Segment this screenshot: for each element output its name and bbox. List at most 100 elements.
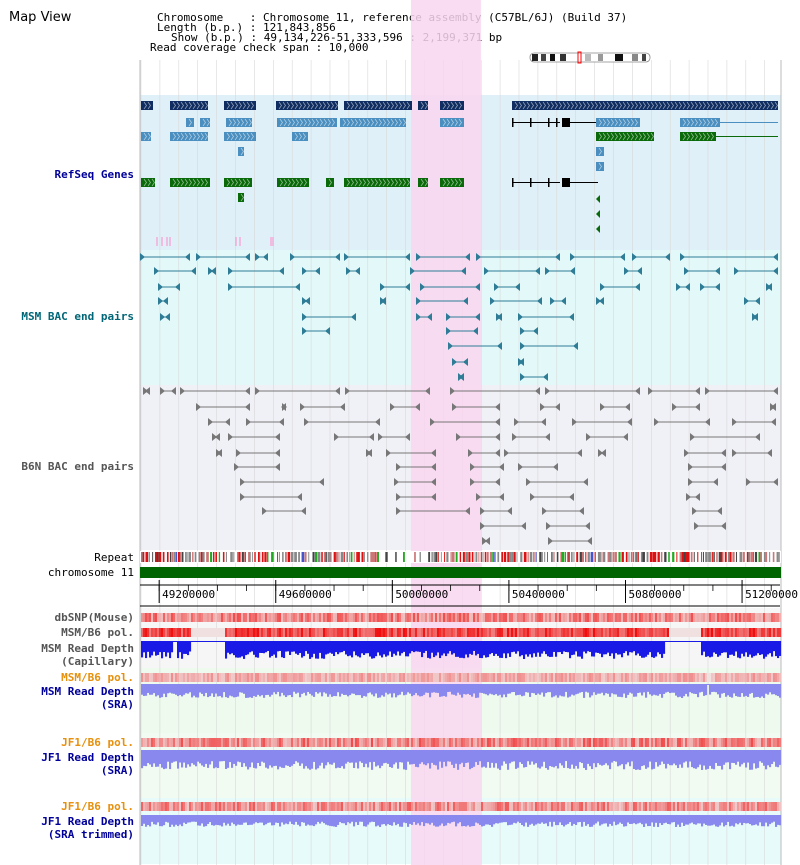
gene-exon[interactable] bbox=[224, 178, 252, 187]
gene-exon[interactable] bbox=[596, 147, 604, 156]
track-features[interactable] bbox=[140, 101, 782, 827]
gene-exon[interactable] bbox=[277, 118, 337, 127]
gene-exon[interactable] bbox=[596, 118, 640, 127]
msm-pol-cell bbox=[489, 628, 492, 637]
track-label-jf1-pol-2[interactable]: JF1/B6 pol. bbox=[61, 800, 134, 813]
strand-arrow bbox=[310, 101, 314, 110]
chromosome-ideogram[interactable] bbox=[529, 51, 651, 64]
gene-exon[interactable] bbox=[340, 118, 406, 127]
msm-pol-sra-cell bbox=[631, 673, 634, 682]
gene-exon[interactable] bbox=[226, 118, 252, 127]
jf1-pol-2-cell bbox=[253, 802, 256, 811]
gene-exon[interactable] bbox=[141, 132, 151, 141]
msm-bac-pair-end bbox=[753, 313, 758, 321]
gene-exon[interactable] bbox=[596, 162, 604, 171]
gene-exon[interactable] bbox=[512, 101, 778, 110]
gene-exon[interactable] bbox=[277, 178, 309, 187]
gene-exon[interactable] bbox=[440, 178, 464, 187]
gene-exon[interactable] bbox=[596, 195, 600, 203]
track-label-b6n-bac[interactable]: B6N BAC end pairs bbox=[21, 460, 134, 473]
gene-exon[interactable] bbox=[141, 178, 155, 187]
gene-exon[interactable] bbox=[548, 118, 550, 127]
track-label-chromosome[interactable]: chromosome 11 bbox=[47, 566, 134, 579]
gene-exon[interactable] bbox=[326, 178, 334, 187]
jf1-pol-cell bbox=[541, 738, 544, 747]
gene-exon[interactable] bbox=[170, 101, 208, 110]
track-label-msm-depth-sra[interactable]: MSM Read Depth bbox=[41, 685, 134, 698]
gene-exon[interactable] bbox=[562, 118, 570, 127]
track-label-jf1-pol-1[interactable]: JF1/B6 pol. bbox=[61, 736, 134, 749]
gene-exon[interactable] bbox=[530, 118, 532, 127]
track-label-refseq[interactable]: RefSeq Genes bbox=[54, 168, 134, 181]
gene-exon[interactable] bbox=[418, 178, 428, 187]
track-label-dbsnp[interactable]: dbSNP(Mouse) bbox=[54, 611, 134, 624]
gene-exon[interactable] bbox=[680, 132, 716, 141]
jf1-pol-cell bbox=[533, 738, 536, 747]
gene-exon[interactable] bbox=[186, 118, 194, 127]
msm-pol-sra-cell bbox=[587, 673, 590, 682]
jf1-depth-bar bbox=[359, 750, 362, 762]
jf1-pol-2-cell bbox=[767, 802, 770, 811]
gene-exon[interactable] bbox=[170, 178, 210, 187]
track-label-msm-pol-1[interactable]: MSM/B6 pol. bbox=[61, 626, 134, 639]
gene-exon[interactable] bbox=[680, 118, 720, 127]
track-label-repeat[interactable]: Repeat bbox=[94, 551, 134, 564]
msm-pol-cell bbox=[691, 628, 694, 637]
gene-exon[interactable] bbox=[224, 132, 256, 141]
msm-pol-sra-cell bbox=[533, 673, 536, 682]
ideogram-position-marker[interactable] bbox=[577, 51, 582, 64]
chromosome-bar[interactable] bbox=[140, 567, 781, 578]
dbsnp-cell bbox=[425, 613, 428, 622]
gene-exon[interactable] bbox=[556, 118, 558, 127]
strand-arrow bbox=[730, 101, 734, 110]
jf1-pol-2-cell bbox=[529, 802, 532, 811]
gene-exon[interactable] bbox=[141, 101, 153, 110]
jf1-depth-bar bbox=[549, 750, 552, 767]
gene-exon[interactable] bbox=[596, 132, 654, 141]
track-label-msm-bac[interactable]: MSM BAC end pairs bbox=[21, 310, 134, 323]
gene-exon[interactable] bbox=[418, 101, 428, 110]
gene-exon[interactable] bbox=[512, 178, 514, 187]
gene-exon[interactable] bbox=[530, 178, 532, 187]
gene-exon[interactable] bbox=[562, 178, 570, 187]
gene-exon[interactable] bbox=[224, 101, 256, 110]
msm-depth-sra-bar bbox=[399, 684, 402, 695]
gene-exon[interactable] bbox=[170, 132, 208, 141]
jf1-depth-trim-bar bbox=[343, 815, 346, 824]
repeat-element bbox=[304, 552, 307, 562]
dbsnp-cell bbox=[225, 613, 228, 622]
gene-exon[interactable] bbox=[512, 118, 514, 127]
gene-exon[interactable] bbox=[344, 101, 412, 110]
gene-exon[interactable] bbox=[596, 225, 600, 233]
gene-exon[interactable] bbox=[440, 118, 464, 127]
gene-exon[interactable] bbox=[596, 210, 600, 218]
gene-exon[interactable] bbox=[200, 118, 210, 127]
gene-exon[interactable] bbox=[238, 193, 244, 202]
strand-arrow bbox=[346, 118, 350, 127]
msm-pol-cell bbox=[421, 628, 424, 637]
jf1-depth-bar bbox=[697, 750, 700, 768]
track-label-msm-pol-2[interactable]: MSM/B6 pol. bbox=[61, 671, 134, 684]
msm-depth-sra-bar bbox=[629, 684, 632, 693]
selected-region[interactable] bbox=[410, 0, 481, 865]
gene-exon[interactable] bbox=[548, 178, 550, 187]
gene-exon[interactable] bbox=[276, 101, 338, 110]
selection-highlight[interactable] bbox=[410, 0, 481, 865]
track-label-jf1-trim[interactable]: JF1 Read Depth bbox=[41, 815, 134, 828]
gene-exon[interactable] bbox=[238, 147, 244, 156]
track-label-msm-depth-cap[interactable]: MSM Read Depth bbox=[41, 642, 134, 655]
msm-pol-cell bbox=[517, 628, 520, 637]
gene-exon[interactable] bbox=[292, 132, 308, 141]
track-label-jf1-depth[interactable]: JF1 Read Depth bbox=[41, 751, 134, 764]
strand-arrow bbox=[710, 132, 714, 141]
msm-pol-sra-cell bbox=[551, 673, 554, 682]
jf1-depth-trim-bar bbox=[311, 815, 314, 826]
jf1-pol-cell bbox=[309, 738, 312, 747]
msm-pol-cell bbox=[705, 628, 708, 637]
msm-depth-cap-bar bbox=[373, 641, 376, 659]
jf1-pol-cell bbox=[335, 738, 338, 747]
gene-exon[interactable] bbox=[440, 101, 464, 110]
msm-pol-sra-cell bbox=[665, 673, 668, 682]
gene-exon[interactable] bbox=[344, 178, 410, 187]
